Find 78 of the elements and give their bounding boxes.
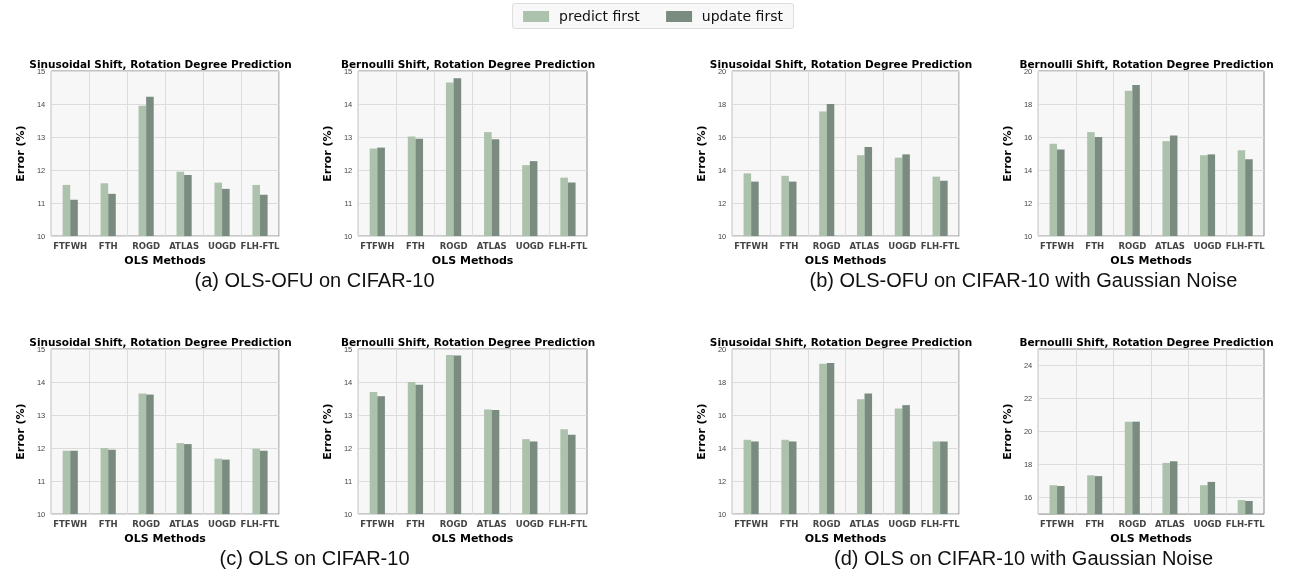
x-tick-label: FTFWH [734,240,769,251]
x-tick-label: FTFWH [360,518,395,529]
chart-title: Bernoulli Shift, Rotation Degree Prediction [1019,57,1274,70]
x-tick-label: UOGD [888,240,917,251]
x-tick-label: ROGD [1118,518,1147,529]
chart-title: Sinusoidal Shift, Rotation Degree Prediction [709,57,973,70]
chart-title: Sinusoidal Shift, Rotation Degree Prediction [29,57,292,70]
x-tick-label: UOGD [515,240,544,251]
y-axis-title: Error (%) [1001,403,1014,460]
x-tick-label: FTH [1085,240,1105,251]
x-tick-label: ATLAS [169,240,200,251]
x-tick-label: FTH [779,240,799,251]
x-tick-label: FTH [98,518,118,529]
x-axis-title: OLS Methods [804,254,887,267]
x-tick-label: UOGD [888,518,917,529]
text: (d) OLS on CIFAR-10 with Gaussian Noise [833,547,1214,570]
x-tick-label: FLH-FTL [1225,518,1266,529]
x-tick-label: FTFWH [734,518,769,529]
x-tick-label: ATLAS [1155,240,1185,251]
x-axis-title: OLS Methods [124,254,207,267]
x-tick-label: FTH [406,240,425,251]
x-tick-label: FTFWH [1040,518,1075,529]
x-tick-label: FTH [406,518,425,529]
x-tick-label: FTH [1085,518,1105,529]
x-tick-label: ATLAS [849,518,880,529]
x-tick-label: FLH-FTL [240,518,281,529]
legend-label: update first [701,8,783,24]
chart-title: Bernoulli Shift, Rotation Degree Prediction [340,57,596,70]
x-tick-label: FLH-FTL [1225,240,1266,251]
legend-label: predict first [559,8,640,24]
x-tick-label: UOGD [1193,240,1222,251]
x-axis-title: OLS Methods [431,532,514,545]
x-tick-label: ROGD [439,240,468,251]
x-tick-label: FTFWH [360,240,395,251]
x-tick-label: FTFWH [53,518,88,529]
x-tick-label: ROGD [812,240,841,251]
chart-title: Sinusoidal Shift, Rotation Degree Prediction [709,335,973,348]
x-tick-label: FTFWH [1040,240,1075,251]
y-axis-title: Error (%) [695,403,708,460]
x-tick-label: FLH-FTL [920,518,961,529]
y-axis-title: Error (%) [14,403,27,460]
x-tick-label: UOGD [515,518,544,529]
chart-title: Bernoulli Shift, Rotation Degree Prediction [1019,335,1274,348]
x-axis-title: OLS Methods [431,254,514,267]
x-tick-label: ROGD [439,518,468,529]
x-tick-label: ROGD [812,518,841,529]
text: (a) OLS-OFU on CIFAR-10 [194,269,435,292]
x-tick-label: FLH-FTL [920,240,961,251]
x-tick-label: UOGD [207,240,237,251]
x-tick-label: ATLAS [169,518,200,529]
x-tick-label: FTFWH [53,240,88,251]
x-tick-label: ATLAS [476,518,507,529]
y-axis-title: Error (%) [14,125,27,182]
chart-title: Bernoulli Shift, Rotation Degree Prediction [340,335,596,348]
x-tick-label: FLH-FTL [548,240,588,251]
x-axis-title: OLS Methods [1110,532,1193,545]
x-tick-label: ROGD [1118,240,1147,251]
text: (b) OLS-OFU on CIFAR-10 with Gaussian Noise [809,269,1238,292]
x-tick-label: UOGD [207,518,237,529]
x-tick-label: ATLAS [849,240,880,251]
x-tick-label: ATLAS [476,240,507,251]
x-tick-label: FTH [779,518,799,529]
x-tick-label: UOGD [1193,518,1222,529]
y-axis-title: Error (%) [321,403,334,460]
y-axis-title: Error (%) [695,125,708,182]
x-tick-label: ROGD [132,518,161,529]
x-axis-title: OLS Methods [804,532,887,545]
x-tick-label: ATLAS [1155,518,1185,529]
chart-title: Sinusoidal Shift, Rotation Degree Prediction [29,335,292,348]
y-axis-title: Error (%) [321,125,334,182]
x-tick-label: FLH-FTL [240,240,281,251]
x-tick-label: FLH-FTL [548,518,588,529]
x-axis-title: OLS Methods [1110,254,1193,267]
y-axis-title: Error (%) [1001,125,1014,182]
x-tick-label: FTH [98,240,118,251]
text: (c) OLS on CIFAR-10 [219,547,410,570]
x-tick-label: ROGD [132,240,161,251]
x-axis-title: OLS Methods [124,532,207,545]
